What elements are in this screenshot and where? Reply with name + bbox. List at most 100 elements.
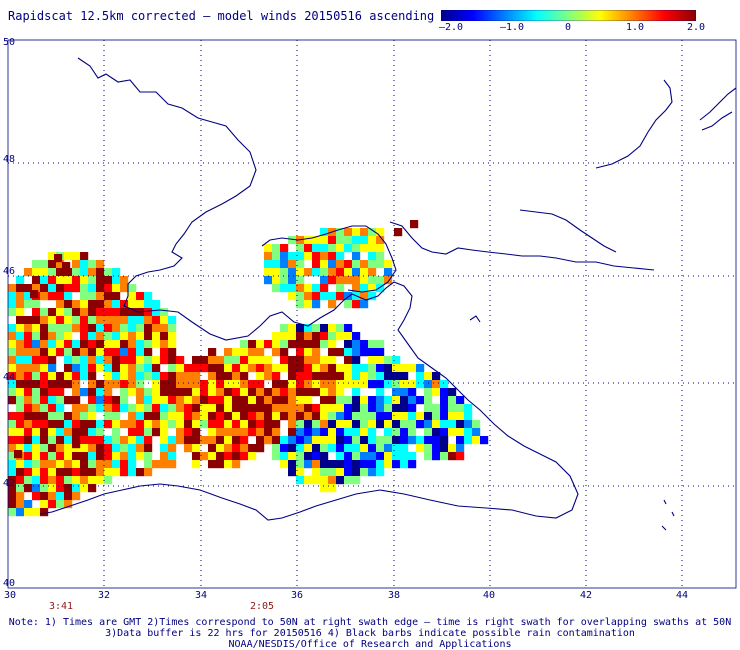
wind-pixel (384, 436, 393, 445)
wind-pixel (104, 324, 113, 333)
wind-pixel (448, 404, 457, 413)
wind-pixel (400, 412, 409, 421)
wind-pixel (376, 348, 385, 357)
wind-pixel (400, 420, 409, 429)
wind-pixel (296, 364, 305, 373)
wind-pixel (88, 340, 97, 349)
wind-pixel (104, 452, 113, 461)
wind-pixel (168, 396, 177, 405)
wind-pixel (8, 292, 17, 301)
wind-pixel (272, 348, 281, 357)
wind-pixel (160, 412, 169, 421)
wind-pixel (208, 436, 217, 445)
wind-pixel (88, 388, 97, 397)
wind-pixel (248, 428, 257, 437)
wind-pixel (360, 444, 369, 453)
wind-pixel (136, 468, 145, 477)
wind-pixel (88, 468, 97, 477)
wind-pixel (104, 348, 113, 357)
coastline (39, 57, 737, 531)
wind-pixel (272, 452, 281, 461)
wind-pixel (312, 284, 321, 293)
wind-pixel (152, 332, 161, 341)
wind-pixel (128, 316, 137, 325)
wind-pixel (296, 268, 305, 277)
wind-pixel (32, 444, 41, 453)
wind-pixel (360, 396, 369, 405)
wind-pixel (96, 436, 105, 445)
wind-pixel (176, 420, 185, 429)
wind-pixel (120, 380, 129, 389)
wind-pixel (408, 404, 417, 413)
wind-pixel (392, 364, 401, 373)
wind-pixel (184, 428, 193, 437)
wind-pixel (272, 252, 281, 261)
wind-pixel (288, 292, 297, 301)
wind-pixel (96, 420, 105, 429)
wind-pixel (296, 340, 305, 349)
wind-pixel (456, 452, 465, 461)
wind-pixel (384, 396, 393, 405)
wind-pixel (328, 356, 337, 365)
wind-pixel (296, 452, 305, 461)
wind-pixel (248, 340, 257, 349)
wind-pixel (160, 356, 169, 365)
wind-pixel (72, 420, 81, 429)
wind-pixel (288, 372, 297, 381)
wind-pixel (360, 460, 369, 469)
swath-time-right: 2:05 (250, 601, 275, 612)
wind-pixel (336, 260, 345, 269)
wind-pixel (416, 372, 425, 381)
wind-pixel (160, 388, 169, 397)
wind-pixel (304, 476, 313, 485)
wind-pixel (128, 388, 137, 397)
wind-pixel (40, 388, 49, 397)
wind-pixel (112, 348, 121, 357)
wind-pixel (176, 364, 185, 373)
wind-pixel (120, 340, 129, 349)
wind-pixel (272, 444, 281, 453)
wind-pixel (280, 284, 289, 293)
wind-pixel (24, 420, 33, 429)
wind-pixel (280, 460, 289, 469)
wind-pixel (80, 340, 89, 349)
wind-pixel (56, 412, 65, 421)
wind-pixel (248, 396, 257, 405)
wind-pixel (56, 308, 65, 317)
wind-pixel (48, 324, 57, 333)
wind-pixel (208, 460, 217, 469)
wind-pixel (352, 380, 361, 389)
wind-pixel (312, 268, 321, 277)
wind-pixel (8, 348, 17, 357)
wind-pixel (80, 404, 89, 413)
wind-pixel (184, 444, 193, 453)
wind-pixel (136, 388, 145, 397)
wind-pixel (232, 404, 241, 413)
wind-pixel (360, 244, 369, 253)
wind-pixel (312, 428, 321, 437)
wind-pixel (120, 316, 129, 325)
wind-pixel (368, 260, 377, 269)
wind-pixel (328, 468, 337, 477)
wind-pixel (248, 348, 257, 357)
wind-pixel (336, 396, 345, 405)
wind-pixel (56, 332, 65, 341)
wind-pixel (120, 388, 129, 397)
wind-pixel (360, 236, 369, 245)
wind-pixel (200, 404, 209, 413)
wind-pixel (392, 396, 401, 405)
wind-pixel (160, 444, 169, 453)
wind-pixel (448, 444, 457, 453)
wind-pixel (312, 476, 321, 485)
wind-pixel (248, 364, 257, 373)
wind-pixel (448, 396, 457, 405)
wind-pixel (320, 388, 329, 397)
wind-pixel (344, 372, 353, 381)
wind-pixel (64, 348, 73, 357)
wind-pixel (424, 412, 433, 421)
wind-pixel (40, 380, 49, 389)
wind-pixel (384, 404, 393, 413)
lat-label-50: 50 (3, 37, 16, 48)
wind-pixel (56, 260, 65, 269)
wind-pixel (368, 292, 377, 301)
